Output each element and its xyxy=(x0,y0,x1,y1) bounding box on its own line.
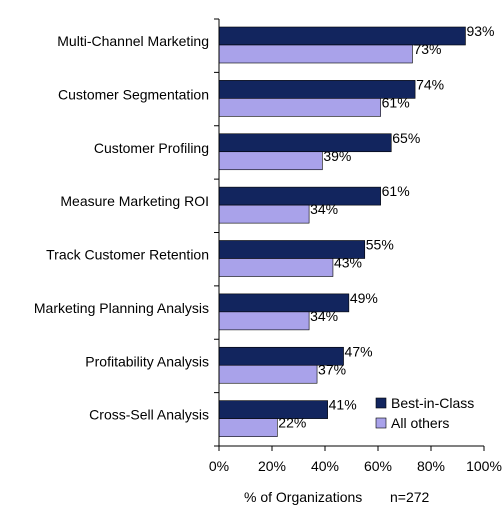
x-tick-label-20: 20% xyxy=(258,458,286,474)
value-label-all-others-customer-segmentation: 61% xyxy=(382,94,410,110)
x-tick-label-80: 80% xyxy=(417,458,445,474)
category-label-profitability-analysis: Profitability Analysis xyxy=(85,353,209,369)
value-label-all-others-multi-channel-marketing: 73% xyxy=(413,41,441,57)
bar-all-others-profitability-analysis xyxy=(218,364,318,384)
bar-all-others-customer-segmentation xyxy=(218,98,381,117)
value-label-best-in-class-cross-sell-analysis: 41% xyxy=(329,397,357,413)
bar-best-in-class-cross-sell-analysis xyxy=(218,400,328,419)
legend: Best-in-Class All others xyxy=(375,395,474,431)
legend-swatch-all-others xyxy=(375,417,387,429)
category-label-marketing-planning-analysis: Marketing Planning Analysis xyxy=(34,300,209,316)
x-axis: 0% 20% 40% 60% 80% 100% xyxy=(209,18,502,474)
value-label-best-in-class-customer-profiling: 65% xyxy=(392,130,420,146)
category-label-track-customer-retention: Track Customer Retention xyxy=(46,247,209,263)
bar-all-others-marketing-planning-analysis xyxy=(218,311,310,331)
bar-all-others-track-customer-retention xyxy=(218,258,334,277)
bar-all-others-measure-marketing-roi xyxy=(218,204,310,224)
bar-all-others-cross-sell-analysis xyxy=(218,418,278,437)
bars-layer: 93% 73% 74% 61% 65% 39% 61% 34% 55%43% 49% 34% 47% 3… xyxy=(218,23,494,437)
value-label-all-others-measure-marketing-roi: 34% xyxy=(310,201,338,217)
sample-size-annotation: n=272 xyxy=(390,489,430,505)
value-label-best-in-class-profitability-analysis: 47% xyxy=(345,343,373,359)
category-label-measure-marketing-roi: Measure Marketing ROI xyxy=(60,193,209,209)
value-label-best-in-class-track-customer-retention: 55% xyxy=(366,237,394,253)
value-label-all-others-profitability-analysis: 37% xyxy=(318,361,346,377)
bar-all-others-multi-channel-marketing xyxy=(218,44,413,64)
value-label-all-others-customer-profiling: 39% xyxy=(323,148,351,164)
bar-best-in-class-measure-marketing-roi xyxy=(218,186,381,206)
legend-label-all-others: All others xyxy=(391,415,449,431)
x-tick-label-100: 100% xyxy=(466,458,502,474)
x-tick-label-40: 40% xyxy=(311,458,339,474)
category-label-multi-channel-marketing: Multi-Channel Marketing xyxy=(57,33,209,49)
value-label-best-in-class-measure-marketing-roi: 61% xyxy=(382,183,410,199)
x-axis-title: % of Organizations xyxy=(244,489,362,505)
category-label-customer-profiling: Customer Profiling xyxy=(94,140,209,156)
category-label-customer-segmentation: Customer Segmentation xyxy=(58,86,209,102)
value-label-all-others-track-customer-retention: 43% xyxy=(334,255,362,271)
bar-all-others-customer-profiling xyxy=(218,151,323,171)
legend-label-best-in-class: Best-in-Class xyxy=(391,395,474,411)
value-label-best-in-class-marketing-planning-analysis: 49% xyxy=(350,290,378,306)
x-tick-label-60: 60% xyxy=(364,458,392,474)
category-label-cross-sell-analysis: Cross-Sell Analysis xyxy=(89,407,209,423)
x-tick-label-0: 0% xyxy=(209,458,229,474)
value-label-best-in-class-customer-segmentation: 74% xyxy=(416,76,444,92)
bar-best-in-class-customer-profiling xyxy=(218,133,392,153)
value-label-all-others-marketing-planning-analysis: 34% xyxy=(310,308,338,324)
value-label-best-in-class-multi-channel-marketing: 93% xyxy=(466,23,494,39)
value-label-all-others-cross-sell-analysis: 22% xyxy=(278,415,306,431)
legend-swatch-best-in-class xyxy=(375,397,387,409)
category-labels: Multi-Channel Marketing Customer Segmenta… xyxy=(34,33,209,423)
